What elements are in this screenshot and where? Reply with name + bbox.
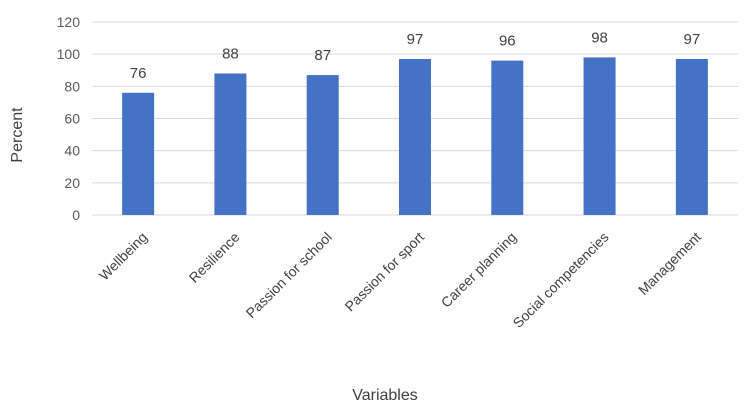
y-tick-label: 20 — [64, 175, 80, 191]
bar-social-competencies — [583, 57, 616, 216]
category-label: Passion for school — [243, 229, 335, 321]
data-label: 76 — [130, 65, 147, 82]
category-label: Resilience — [186, 229, 243, 286]
data-labels: 76 88 87 97 96 98 97 — [130, 29, 700, 81]
bars — [122, 57, 708, 216]
category-label: Social competencies — [510, 229, 612, 331]
data-label: 96 — [499, 33, 516, 50]
bar-resilience — [214, 73, 247, 215]
category-label: Management — [635, 229, 704, 298]
category-labels: Wellbeing Resilience Passion for school Pas… — [96, 229, 704, 331]
y-tick-label: 120 — [57, 14, 81, 30]
data-label: 87 — [314, 47, 331, 64]
y-tick-labels: 0 20 40 60 80 100 120 — [57, 14, 81, 223]
category-label: Passion for sport — [342, 229, 428, 315]
data-label: 88 — [222, 45, 239, 62]
y-tick-label: 0 — [72, 207, 80, 223]
data-label: 97 — [407, 31, 424, 48]
y-tick-label: 60 — [64, 111, 80, 127]
y-tick-label: 40 — [64, 143, 80, 159]
bar-wellbeing — [122, 92, 155, 215]
bar-passion-for-school — [306, 75, 339, 215]
data-label: 98 — [591, 29, 608, 46]
y-tick-label: 80 — [64, 78, 80, 94]
bar-passion-for-sport — [399, 58, 431, 215]
category-label: Wellbeing — [96, 229, 151, 284]
bar-career-planning — [491, 60, 524, 215]
data-label: 97 — [684, 31, 701, 48]
y-tick-label: 100 — [57, 46, 81, 62]
x-axis-title: Variables — [352, 387, 418, 404]
category-label: Career planning — [438, 229, 520, 311]
y-axis-title: Percent — [9, 107, 26, 163]
bar-management — [675, 58, 708, 215]
